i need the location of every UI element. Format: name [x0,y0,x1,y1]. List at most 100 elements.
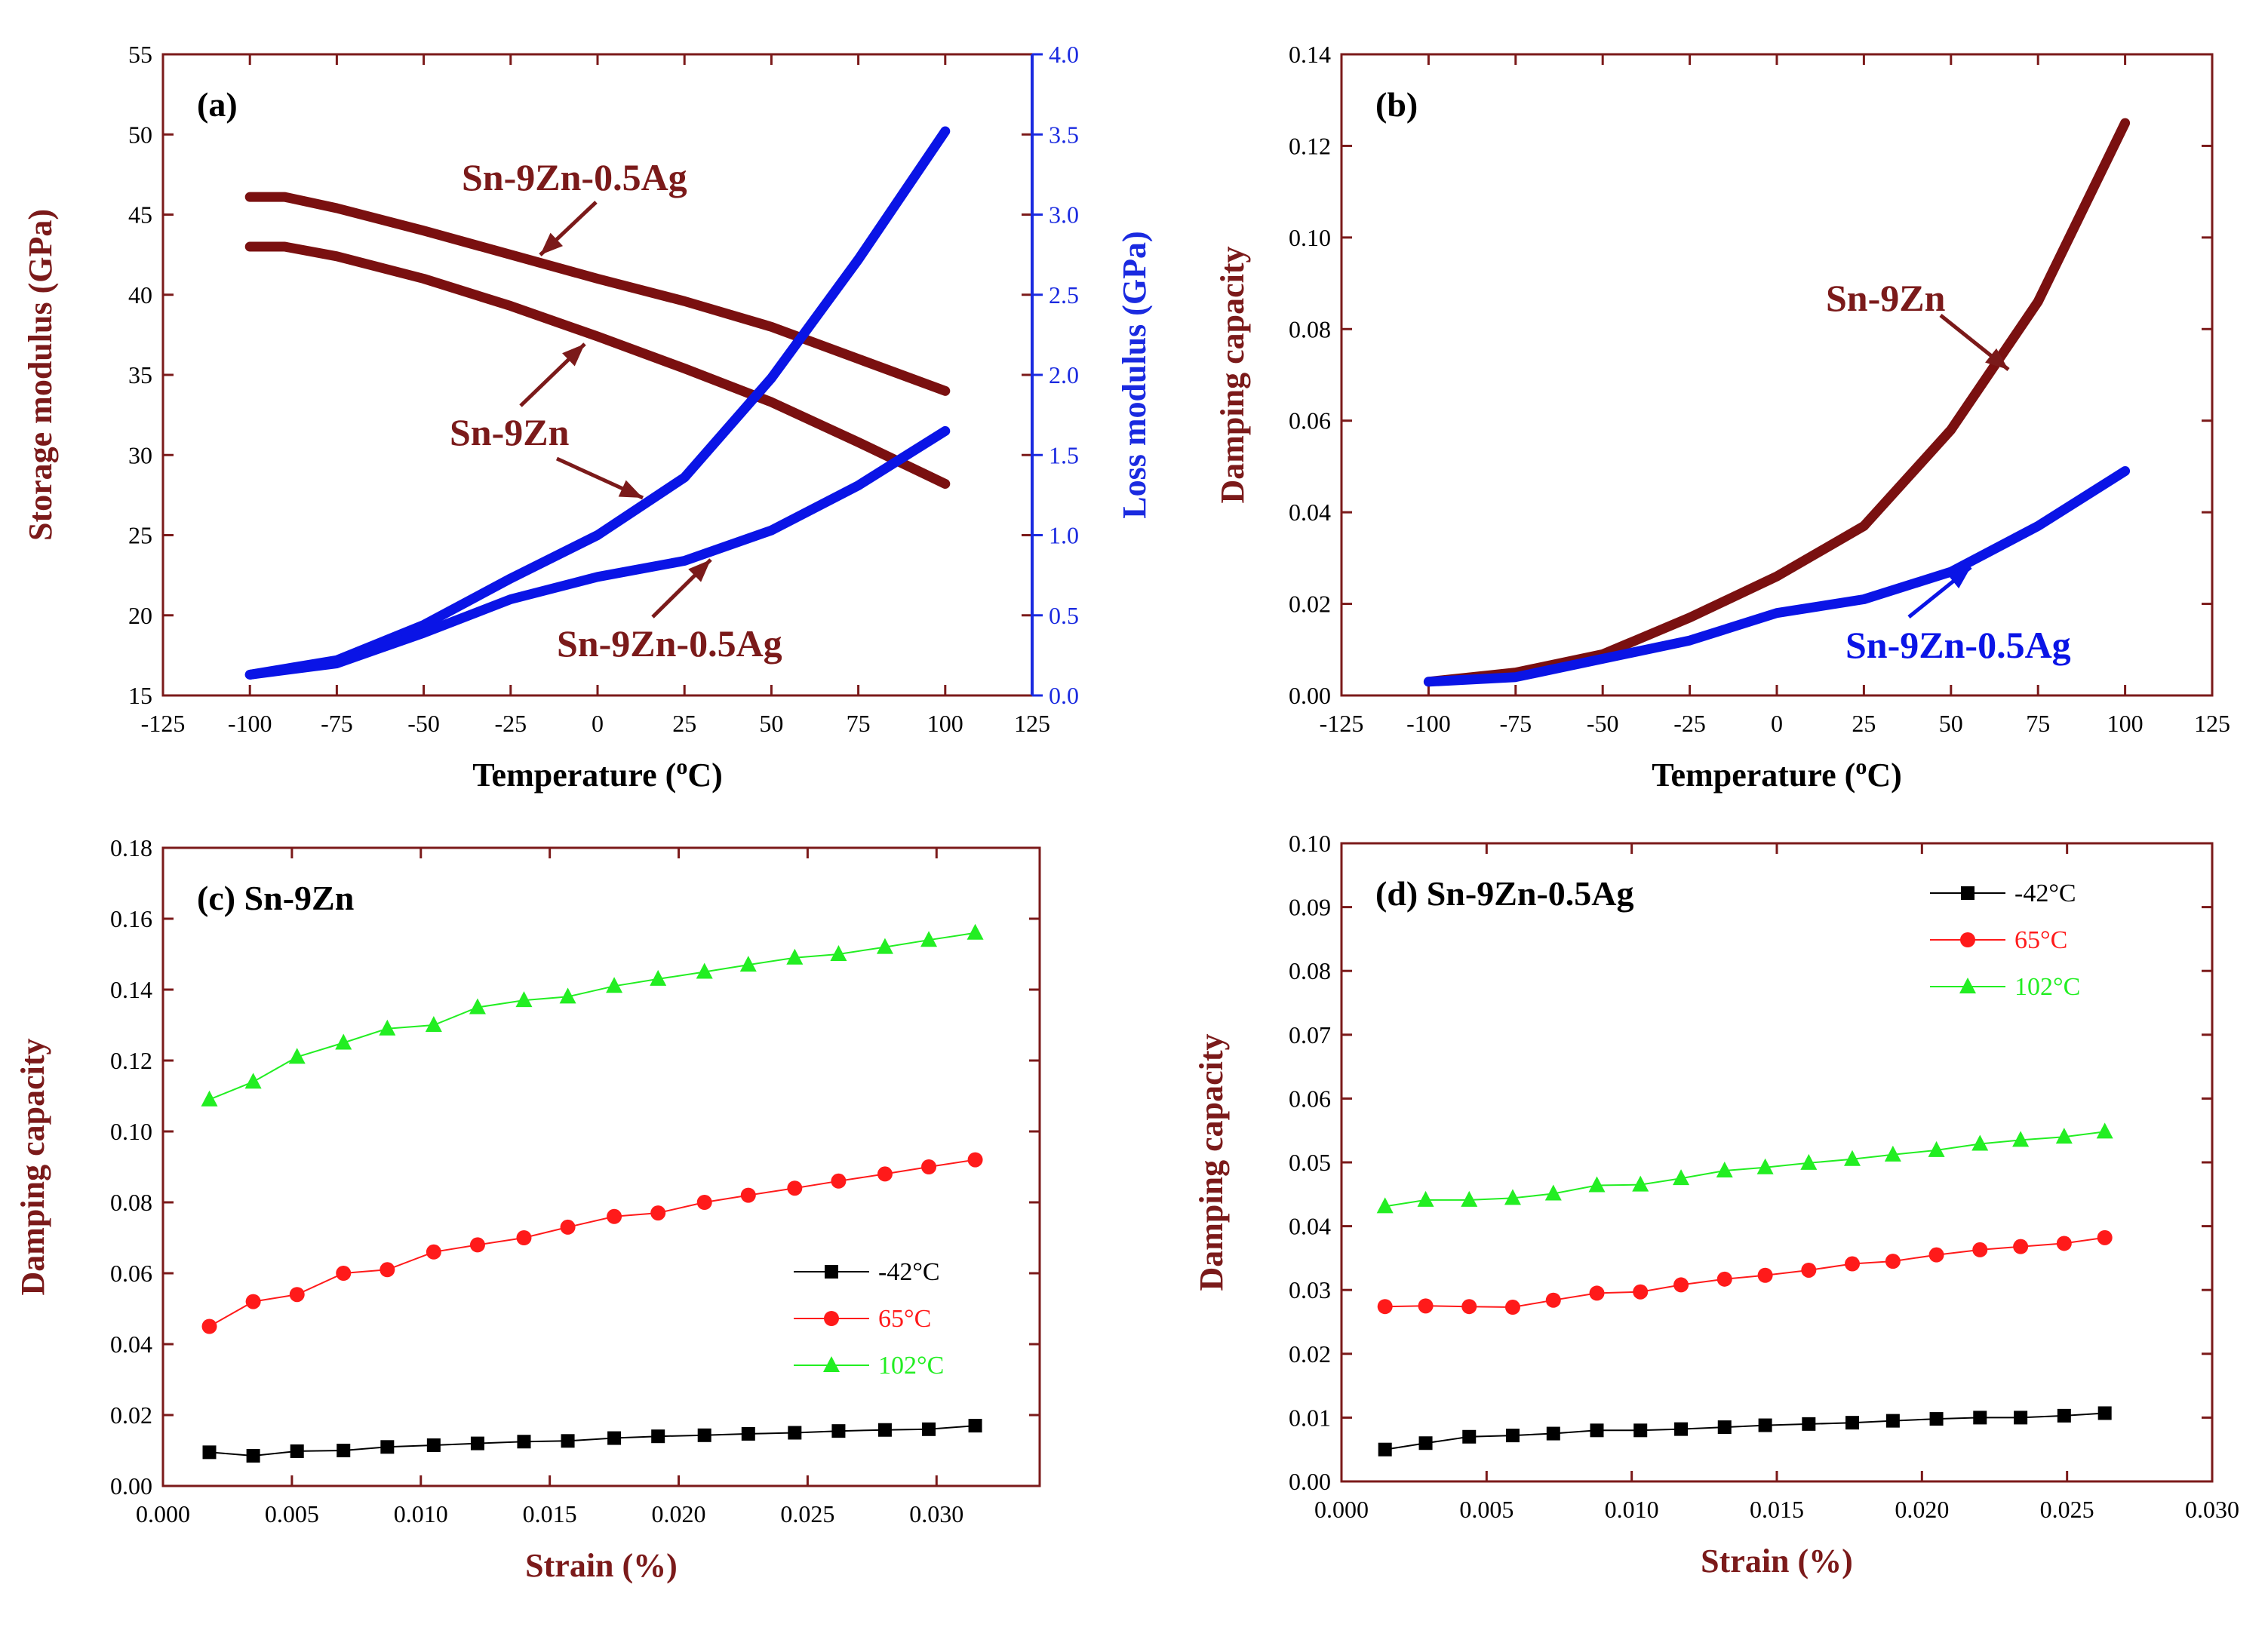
annotation-arrow-1-head [1985,348,2008,370]
data-point [786,948,804,965]
y-tick-label: 0.10 [1289,830,1331,857]
data-point [1418,1298,1434,1314]
data-point [2097,1229,2113,1245]
panel-b: -125 -100 -75 -50 -25 0 25 50 75 100 125 0.00 0.02 0.… [1214,41,2230,794]
annotation-arrow-2-head [562,344,585,367]
data-point [335,1033,352,1050]
y-tick-label: 0.18 [110,834,152,861]
data-point [1756,1158,1774,1174]
data-point [560,1219,576,1235]
x-tick-label: 100 [927,710,963,737]
panel-label: (c) Sn-9Zn [197,879,354,917]
y-tick-label: 45 [128,201,152,229]
data-point [1504,1300,1520,1315]
legend-marker [824,1311,839,1326]
x-tick-label: 0.020 [652,1500,706,1527]
y2-tick-label: 1.5 [1049,441,1079,468]
data-point [877,1166,893,1182]
y-tick-label: 15 [128,682,152,709]
y-tick-label: 0.00 [1289,1468,1331,1495]
series-line-2 [209,932,976,1101]
data-point [289,1287,305,1303]
data-point [2056,1236,2072,1251]
data-point [650,1205,666,1221]
y-tick-label: 0.06 [1289,407,1331,434]
panel-label: (a) [197,85,238,124]
annotation-sn9zn05ag: Sn-9Zn-0.5Ag [462,156,687,198]
x-tick-label: 0.020 [1895,1496,1949,1523]
data-point [607,1431,622,1445]
x-tick-label: -100 [1406,710,1451,737]
data-point [1845,1416,1860,1430]
y-tick-label: 0.02 [110,1401,152,1429]
data-point [517,1435,531,1449]
x-tick-label: 125 [2194,710,2230,737]
legend-marker [1961,886,1975,900]
data-point [2096,1122,2113,1139]
series-line-0 [244,192,951,396]
x-tick-label: 0.010 [1605,1496,1659,1523]
y-tick-label: 0.04 [110,1331,152,1358]
y-tick-label: 0.16 [110,905,152,932]
y-tick-label: 50 [128,121,152,148]
x-tick-label: -50 [407,710,440,737]
plot-frame [1340,53,2214,697]
y-tick-label: 30 [128,441,152,468]
annotation-arrow-4-head [688,560,711,582]
data-point [831,1424,846,1438]
data-point [696,962,713,979]
data-point [1716,1161,1733,1177]
panel-label: (d) Sn-9Zn-0.5Ag [1375,874,1634,913]
data-point [426,1438,441,1452]
y-tick-label: 0.04 [1289,499,1331,526]
x-tick-label: 25 [1852,710,1876,737]
data-point [967,923,984,940]
x-tick-label: 0.015 [1750,1496,1804,1523]
y-tick-label: 0.08 [1289,957,1331,984]
y-axis-label: Damping capacity [14,1039,51,1296]
y-tick-label: 0.08 [110,1189,152,1216]
data-point [1633,1423,1648,1438]
annotation-sn9zn05ag: Sn-9Zn-0.5Ag [1845,624,2071,666]
y2-tick-label: 2.5 [1049,281,1079,309]
x-tick-label: -75 [1499,710,1532,737]
y-tick-label: 0.04 [1289,1213,1331,1240]
data-point [469,998,486,1015]
y-tick-label: 25 [128,522,152,549]
data-point [1417,1190,1434,1207]
x-axis-label: Temperature (oC) [472,754,723,794]
data-point [1971,1134,1989,1151]
data-point [425,1016,442,1032]
annotation-arrow-2-head [1947,567,1971,589]
data-point [651,1429,665,1444]
data-point [1376,1197,1394,1214]
data-point [1885,1254,1901,1269]
x-tick-label: 0.030 [2185,1496,2239,1523]
x-tick-label: -50 [1587,710,1619,737]
y-tick-label: 0.14 [110,976,152,1003]
series-line-0 [1384,1412,2105,1450]
series-line-3 [244,425,951,680]
annotation-arrow-3-head [618,480,643,498]
series-line-0 [209,1425,976,1457]
data-point [1845,1256,1861,1272]
data-point [1884,1145,1901,1162]
x-axis-label: Strain (%) [1701,1543,1853,1579]
data-point [830,945,847,961]
legend-marker [1959,978,1976,993]
x-tick-label: 0.025 [780,1500,834,1527]
data-point [1802,1417,1816,1431]
legend-marker [1960,932,1975,947]
x-tick-label: 100 [2107,710,2144,737]
annotation-sn9zn: Sn-9Zn [1826,277,1946,319]
y2-tick-label: 0.0 [1049,682,1079,709]
data-point [201,1090,218,1107]
y-tick-label: 0.10 [110,1118,152,1145]
data-point [201,1318,217,1334]
y2-tick-label: 0.5 [1049,602,1079,629]
x-tick-label: 75 [2026,710,2050,737]
plot-frame [1340,842,2214,1483]
data-point [561,1434,575,1448]
data-point [426,1244,441,1260]
